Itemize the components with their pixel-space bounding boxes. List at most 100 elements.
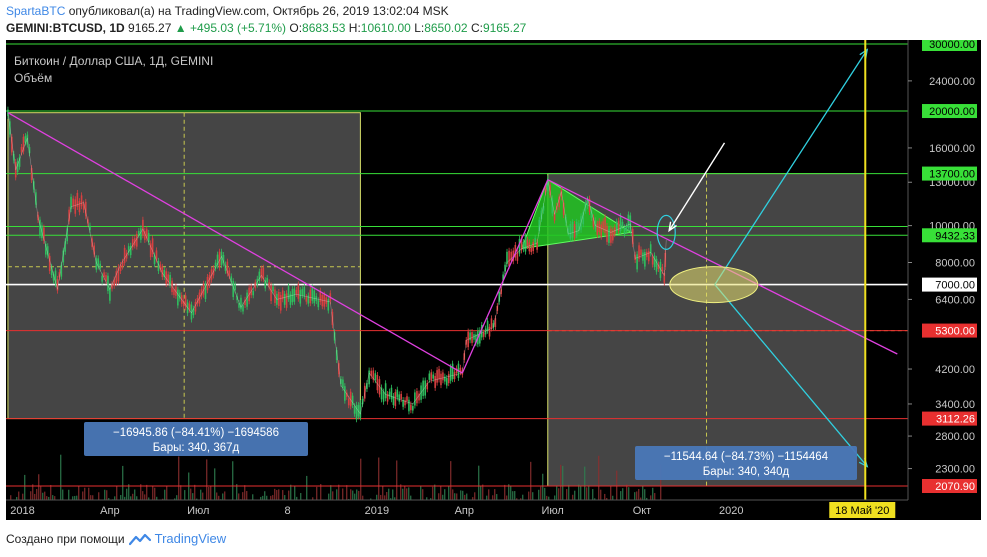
candle-body <box>246 292 248 307</box>
candle-body <box>602 221 604 230</box>
candle-body <box>151 238 154 255</box>
candle-body <box>66 228 68 242</box>
x-tick-label: 2019 <box>365 505 389 517</box>
candle-body <box>412 405 414 411</box>
candle-body <box>496 305 499 311</box>
candle-body <box>627 214 630 229</box>
volume-bar <box>346 485 348 510</box>
candle-body <box>78 201 81 213</box>
price-chart[interactable]: −16945.86 (−84.41%) −1694586 Бары: 340, 3… <box>6 40 981 520</box>
candle-body <box>228 270 231 277</box>
y-tick-label: 2300.00 <box>935 464 975 476</box>
price-badge-label: 5300.00 <box>935 326 975 338</box>
candle-body <box>338 363 340 375</box>
candle-body <box>542 206 545 211</box>
candle-body <box>48 255 51 271</box>
volume-bar <box>396 460 398 510</box>
ohlc-high: 10610.00 <box>360 21 411 35</box>
y-tick-label: 2800.00 <box>935 431 975 443</box>
candle-body <box>167 274 169 283</box>
candle-body <box>64 241 67 252</box>
volume-bar <box>432 486 434 510</box>
candle-body <box>258 271 261 282</box>
candle-body <box>540 210 543 220</box>
candle-body <box>274 289 276 303</box>
candle-body <box>440 373 442 386</box>
candle-body <box>147 232 150 243</box>
candle-body <box>344 386 346 401</box>
candle-body <box>260 268 263 279</box>
volume-bar <box>638 488 640 510</box>
volume-bar <box>622 488 624 510</box>
chart-title: Биткоин / Доллар США, 1Д, GEMINI <box>14 54 214 68</box>
candle-body <box>586 199 589 207</box>
symbol-name: GEMINI:BTCUSD, 1D <box>6 21 125 35</box>
tradingview-logo-icon <box>128 533 151 545</box>
candle-body <box>653 255 656 267</box>
volume-bar <box>244 485 246 510</box>
white-arrow-line <box>668 142 726 232</box>
candle-body <box>295 289 298 295</box>
candle-body <box>72 198 74 207</box>
candle-body <box>173 289 175 295</box>
candle-body <box>629 215 632 232</box>
candle-body <box>340 379 342 384</box>
candle-body <box>342 379 344 388</box>
candle-body <box>210 269 213 280</box>
candle-body <box>299 290 302 304</box>
date-badge-label: 18 Май '20 <box>835 505 889 517</box>
author-link[interactable]: SpartaBTC <box>6 4 66 18</box>
volume-bar <box>378 457 380 510</box>
candle-body <box>325 297 328 304</box>
candle-body <box>363 385 366 399</box>
candle-body <box>455 368 458 374</box>
trendline-4 <box>714 49 868 285</box>
volume-bar <box>482 484 484 510</box>
x-tick-label: Апр <box>100 505 119 517</box>
candle-body <box>351 395 354 406</box>
price-badge-label: 7000.00 <box>935 280 975 292</box>
candle-body <box>163 269 166 278</box>
volume-bar <box>128 484 130 510</box>
price-badge-label: 2070.90 <box>935 481 975 493</box>
chart-canvas[interactable]: −16945.86 (−84.41%) −1694586 Бары: 340, 3… <box>6 40 981 520</box>
candle-body <box>402 400 404 407</box>
volume-bar <box>294 486 296 510</box>
target-ellipse <box>669 266 759 304</box>
volume-bar <box>152 486 154 510</box>
candle-body <box>43 227 45 241</box>
candle-body <box>289 294 292 305</box>
candle-body <box>384 383 387 399</box>
volume-bar <box>88 487 90 510</box>
candle-body <box>604 217 606 233</box>
candle-body <box>103 272 105 278</box>
candle-body <box>68 209 70 222</box>
candle-body <box>357 405 360 417</box>
volume-bar <box>544 487 546 510</box>
candle-body <box>333 332 336 341</box>
candle-body <box>520 237 523 251</box>
candle-body <box>567 228 569 234</box>
tradingview-brand-link[interactable]: TradingView <box>154 531 227 546</box>
candle-body <box>370 370 372 376</box>
volume-bar <box>642 486 644 510</box>
volume-bar <box>578 484 580 510</box>
candle-body <box>194 301 197 312</box>
x-tick-label: 2018 <box>10 505 34 517</box>
candle-body <box>612 230 614 241</box>
x-tick-label: Апр <box>455 505 474 517</box>
volume-bar <box>188 472 190 510</box>
candle-body <box>46 246 49 256</box>
candle-body <box>492 323 495 328</box>
candle-body <box>424 380 427 396</box>
y-tick-label: 16000.00 <box>929 143 975 155</box>
footer: Создано при помощи TradingView <box>6 531 226 546</box>
candle-body <box>490 318 493 329</box>
candle-body <box>573 223 576 238</box>
x-tick-label: 2020 <box>719 505 743 517</box>
volume-bar <box>38 474 40 510</box>
measure-label-line2-1: Бары: 340, 367д <box>153 442 240 454</box>
volume-bar <box>180 485 182 510</box>
published-text: опубликовал(а) на TradingView.com, Октяб… <box>68 4 449 18</box>
volume-bar <box>116 486 118 510</box>
